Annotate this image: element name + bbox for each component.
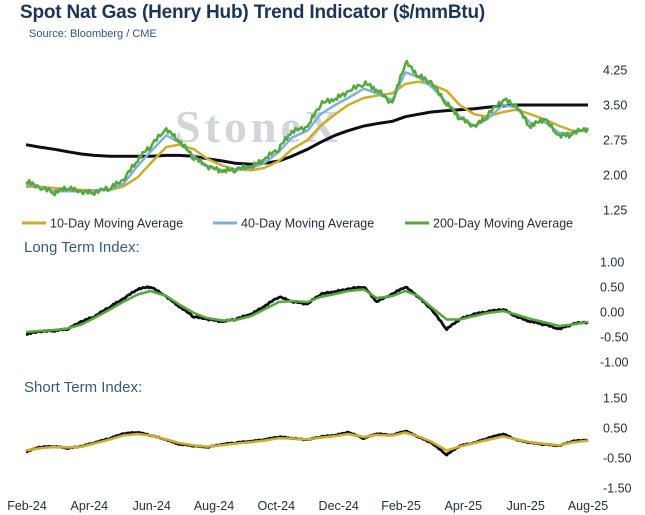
source-note: Source: Bloomberg / CME [29, 28, 157, 40]
y-tick-label: 0.50 [600, 281, 624, 295]
series-line-smoothed [25, 288, 589, 334]
legend-label: 200-Day Moving Average [433, 217, 573, 231]
y-tick-label: 4.25 [603, 64, 627, 78]
y-tick-label: 1.00 [600, 256, 624, 270]
y-tick-label: 1.50 [603, 392, 627, 406]
x-tick-label: Aug-24 [194, 499, 234, 513]
series-lines [25, 59, 590, 457]
x-tick-label: Aug-25 [568, 499, 608, 513]
x-tick-label: Feb-24 [7, 499, 47, 513]
series-line-index [25, 429, 589, 457]
y-tick-label: 2.75 [603, 134, 627, 148]
chart-title: Spot Nat Gas (Henry Hub) Trend Indicator… [20, 2, 486, 23]
y-tick-label: -1.00 [600, 356, 629, 370]
x-tick-label: Apr-24 [71, 499, 109, 513]
series-line-index [25, 285, 589, 336]
short-term-index-title: Short Term Index: [24, 379, 142, 396]
y-tick-label: 1.25 [603, 204, 627, 218]
y-tick-label: 0.50 [603, 422, 627, 436]
y-tick-label: 2.00 [603, 169, 627, 183]
y-tick-label: -0.50 [603, 452, 632, 466]
x-tick-label: Apr-25 [445, 499, 483, 513]
series-line-spot [25, 59, 590, 197]
series-line-10-day-moving-average [25, 71, 589, 193]
axis-tick-labels: 4.25 3.50 2.75 2.00 1.25 1.00 0.50 0.00 -0.50 -1.… [7, 64, 631, 514]
x-tick-label: Dec-24 [319, 499, 359, 513]
legend: 10-Day Moving Average 40-Day Moving Avera… [22, 217, 573, 231]
x-tick-label: Jun-25 [507, 499, 545, 513]
x-tick-label: Oct-24 [258, 499, 296, 513]
y-tick-label: 0.00 [600, 306, 624, 320]
x-tick-label: Feb-25 [381, 499, 421, 513]
series-line-smoothed [25, 431, 589, 452]
y-tick-label: 3.50 [603, 99, 627, 113]
long-term-index-title: Long Term Index: [24, 239, 140, 256]
y-tick-label: -0.50 [600, 331, 629, 345]
legend-label: 40-Day Moving Average [241, 217, 374, 231]
legend-label: 10-Day Moving Average [50, 217, 183, 231]
y-tick-label: -1.50 [603, 482, 632, 496]
x-tick-label: Jun-24 [133, 499, 171, 513]
